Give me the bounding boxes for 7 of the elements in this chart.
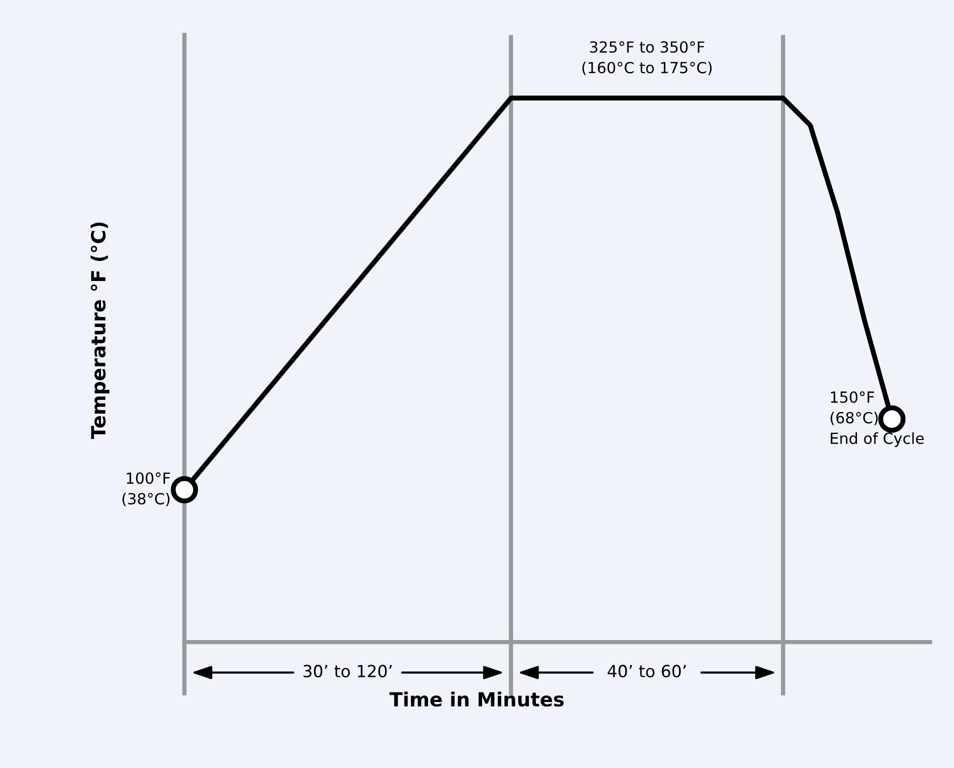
annotation: 150°F (68°C) End of Cycle xyxy=(830,391,924,448)
text: 325°F to 350°F (160°C to 175°C) xyxy=(582,41,712,76)
x-axis-title: Time in Minutes xyxy=(390,692,564,707)
y-axis-title: Temperature °F (°C) xyxy=(90,222,110,439)
text: 40’ to 60’ xyxy=(608,664,686,678)
text: 30’ to 120’ xyxy=(303,664,392,678)
text: 100°F (38°C) xyxy=(122,472,170,506)
